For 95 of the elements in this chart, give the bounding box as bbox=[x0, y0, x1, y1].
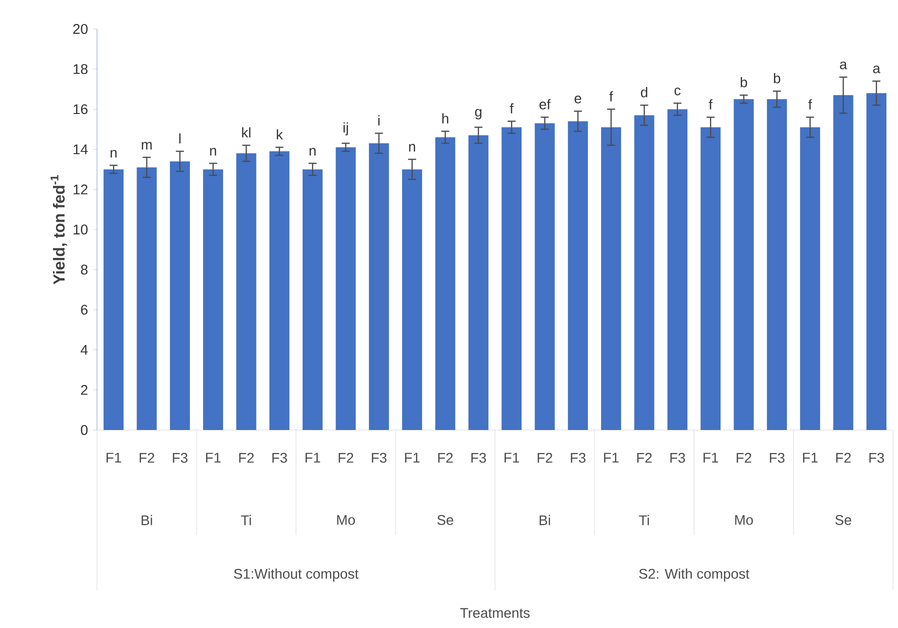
data-label: a bbox=[840, 62, 848, 70]
text: Mo bbox=[735, 515, 753, 525]
x-tick-label: F2 bbox=[736, 452, 752, 463]
x-tick-label: F1 bbox=[306, 452, 320, 462]
data-label: h bbox=[442, 113, 448, 124]
bar bbox=[336, 147, 356, 430]
bar bbox=[302, 169, 323, 430]
data-label: n bbox=[310, 148, 316, 156]
bar bbox=[833, 95, 854, 430]
y-tick-label: 12 bbox=[74, 184, 88, 194]
data-label: a bbox=[873, 66, 880, 74]
x-tick-label: F2 bbox=[140, 452, 154, 463]
y-tick-label: 4 bbox=[80, 344, 88, 355]
bar bbox=[700, 127, 721, 430]
data-label: f bbox=[808, 99, 812, 110]
bar bbox=[568, 121, 588, 430]
data-label: f bbox=[708, 99, 713, 110]
data-label: ef bbox=[540, 99, 551, 110]
text: Se bbox=[835, 515, 852, 525]
y-tick-label: 0 bbox=[80, 425, 88, 435]
bar bbox=[203, 169, 224, 430]
text: Bi bbox=[540, 514, 550, 526]
data-label: f bbox=[510, 103, 514, 114]
data-label: ij bbox=[344, 122, 348, 136]
bar bbox=[435, 137, 456, 430]
text: Se bbox=[437, 515, 454, 525]
x-tick-label: F2 bbox=[338, 452, 354, 463]
x-tick-label: F3 bbox=[272, 452, 287, 463]
bar bbox=[368, 143, 389, 430]
bar bbox=[734, 99, 754, 430]
x-tick-label: F1 bbox=[106, 452, 122, 462]
y-tick-label: 16 bbox=[74, 104, 88, 114]
x-tick-label: F1 bbox=[206, 452, 221, 462]
data-label: n bbox=[210, 148, 216, 156]
y-tick-label: 6 bbox=[81, 304, 88, 315]
x-tick-label: F3 bbox=[670, 452, 685, 463]
data-label: kl bbox=[242, 127, 250, 138]
text: S2: With compost bbox=[639, 568, 750, 582]
text: Treatments bbox=[460, 608, 530, 618]
text: S1:Without compost bbox=[234, 568, 359, 582]
x-tick-label: F3 bbox=[372, 452, 386, 463]
bar bbox=[104, 169, 124, 430]
bar bbox=[170, 161, 190, 430]
x-tick-label: F2 bbox=[538, 452, 552, 463]
x-tick-label: F2 bbox=[239, 452, 254, 463]
x-tick-label: F1 bbox=[405, 452, 420, 462]
x-tick-label: F3 bbox=[172, 452, 188, 463]
text: Ti bbox=[639, 514, 649, 526]
bar bbox=[502, 127, 522, 430]
data-label: b bbox=[740, 77, 748, 88]
x-tick-label: F3 bbox=[570, 452, 586, 463]
x-tick-label: F2 bbox=[637, 452, 652, 463]
bar bbox=[402, 169, 422, 430]
bar bbox=[800, 127, 820, 430]
y-tick-label: 14 bbox=[74, 144, 88, 154]
bar bbox=[236, 153, 256, 430]
bar bbox=[667, 109, 688, 430]
x-tick-label: F1 bbox=[803, 452, 818, 462]
y-tick-label: 18 bbox=[74, 64, 88, 74]
bar bbox=[468, 135, 488, 430]
x-tick-label: F3 bbox=[869, 452, 884, 463]
text: Bi bbox=[142, 514, 152, 526]
data-label: b bbox=[774, 73, 780, 84]
bar bbox=[269, 151, 290, 430]
data-label: n bbox=[110, 150, 117, 158]
y-axis-title: Yield, ton fed$^{-1}$ bbox=[50, 175, 68, 284]
data-label: i bbox=[378, 115, 380, 126]
bar bbox=[766, 99, 787, 430]
data-label: n bbox=[409, 144, 416, 152]
x-tick-label: F3 bbox=[471, 452, 486, 463]
x-tick-label: F1 bbox=[504, 452, 520, 462]
data-label: k bbox=[276, 129, 283, 140]
text: Mo bbox=[337, 515, 355, 525]
y-tick-label: 10 bbox=[74, 224, 88, 234]
bar bbox=[634, 115, 654, 430]
data-label: e bbox=[574, 96, 582, 104]
y-tick-label: 20 bbox=[73, 24, 88, 34]
bar bbox=[601, 127, 622, 430]
data-label: m bbox=[142, 142, 152, 150]
x-tick-label: F1 bbox=[604, 452, 619, 462]
x-tick-label: F2 bbox=[836, 452, 851, 463]
x-tick-label: F3 bbox=[770, 452, 784, 463]
data-label: l bbox=[179, 133, 181, 144]
text: Ti bbox=[240, 514, 251, 526]
y-tick-label: 8 bbox=[80, 264, 88, 275]
bar bbox=[866, 93, 886, 430]
data-label: f bbox=[609, 91, 614, 102]
bar bbox=[534, 123, 555, 430]
data-label: c bbox=[674, 88, 681, 96]
y-tick-label: 2 bbox=[81, 385, 88, 395]
data-label: g bbox=[475, 108, 482, 120]
bar bbox=[136, 167, 157, 430]
data-label: d bbox=[640, 87, 648, 98]
x-tick-label: F1 bbox=[704, 452, 718, 462]
x-tick-label: F2 bbox=[438, 452, 453, 463]
